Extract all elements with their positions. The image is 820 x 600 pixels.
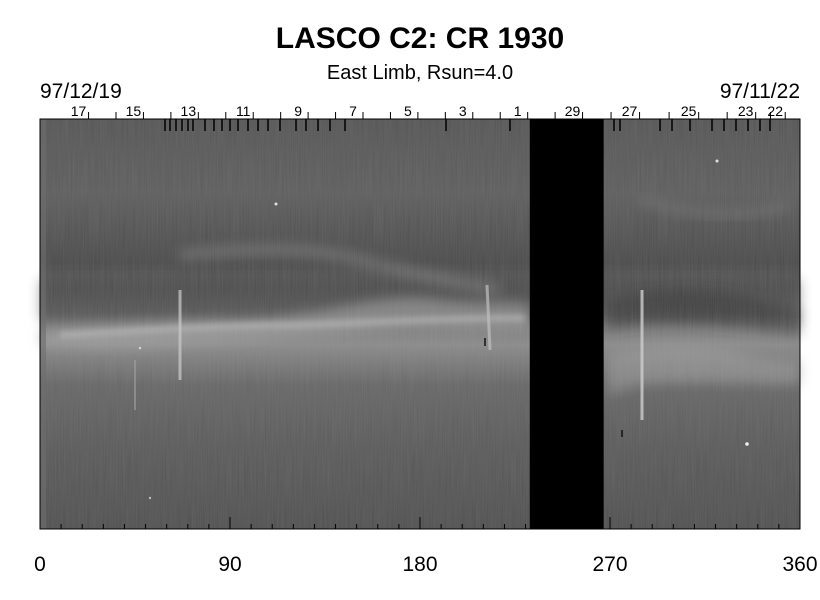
day-tick-label: 11 bbox=[236, 103, 251, 119]
day-tick-label: 9 bbox=[294, 103, 302, 119]
data-gap bbox=[529, 119, 604, 529]
day-tick-label: 13 bbox=[181, 103, 197, 119]
chart-title: LASCO C2: CR 1930 bbox=[276, 22, 564, 55]
x-axis: 0 90 180 270 360 bbox=[34, 517, 818, 576]
date-start-label: 97/12/19 bbox=[40, 80, 122, 103]
day-tick-label: 3 bbox=[459, 103, 467, 119]
day-tick-label: 25 bbox=[681, 103, 697, 119]
day-tick-label: 29 bbox=[565, 103, 581, 119]
day-tick-label: 15 bbox=[126, 103, 142, 119]
day-tick-label: 22 bbox=[767, 103, 783, 119]
day-tick-label: 5 bbox=[404, 103, 412, 119]
day-tick-label: 7 bbox=[349, 103, 357, 119]
day-tick-label: 27 bbox=[622, 103, 638, 119]
x-tick-label: 90 bbox=[218, 553, 241, 576]
x-tick-label: 0 bbox=[34, 553, 46, 576]
day-tick-label: 17 bbox=[71, 103, 87, 119]
date-end-label: 97/11/22 bbox=[720, 80, 800, 103]
top-axis: 17 15 13 11 9 7 5 3 1 29 27 25 23 22 bbox=[71, 103, 786, 119]
heatmap-image bbox=[40, 119, 800, 529]
x-tick-label: 270 bbox=[592, 553, 627, 576]
data-markers bbox=[164, 119, 771, 131]
day-tick-label: 1 bbox=[514, 103, 522, 119]
x-tick-label: 180 bbox=[402, 553, 437, 576]
day-tick-label: 23 bbox=[738, 103, 754, 119]
x-tick-label: 360 bbox=[782, 553, 817, 576]
chart-subtitle: East Limb, Rsun=4.0 bbox=[327, 62, 513, 84]
